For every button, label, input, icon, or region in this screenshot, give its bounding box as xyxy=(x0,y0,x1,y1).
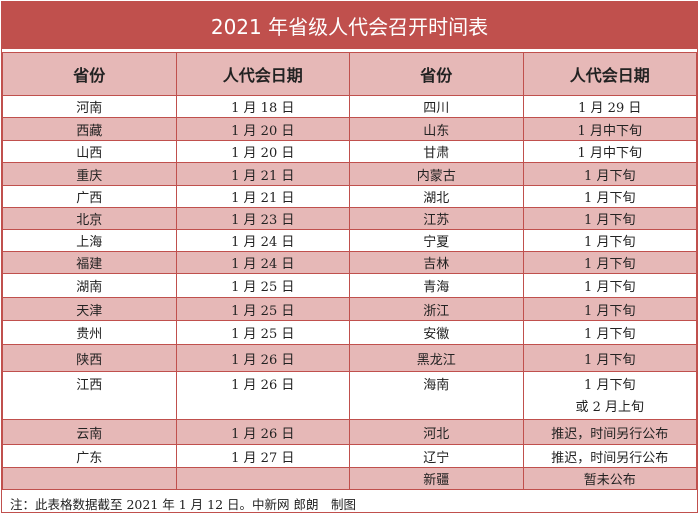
cell-date: 1 月下旬 xyxy=(522,251,697,274)
cell-province: 黑龙江 xyxy=(349,344,524,372)
table-row: 重庆 1 月 21 日内蒙古 1 月下旬 xyxy=(2,162,697,186)
cell-province: 广西 xyxy=(2,185,177,208)
table-row: 新疆 暂未公布 xyxy=(2,467,697,490)
cell-date: 1 月 21 日 xyxy=(175,162,350,186)
cell-date: 1 月下旬 xyxy=(522,320,697,345)
cell-province: 上海 xyxy=(2,229,177,252)
header-row: 省份 人代会日期 省份 人代会日期 xyxy=(2,52,697,96)
table-row: 天津 1 月 25 日浙江 1 月下旬 xyxy=(2,297,697,321)
table-row: 云南 1 月 26 日河北 推迟，时间另行公布 xyxy=(2,419,697,445)
table-row: 陕西 1 月 26 日黑龙江 1 月下旬 xyxy=(2,344,697,372)
cell-date: 1 月 24 日 xyxy=(175,251,350,274)
cell-province: 吉林 xyxy=(349,251,524,274)
cell-province: 青海 xyxy=(349,273,524,298)
cell-province: 海南 xyxy=(349,371,524,420)
cell-date: 1 月下旬 xyxy=(522,185,697,208)
cell-date: 1 月 25 日 xyxy=(175,320,350,345)
table-row: 上海 1 月 24 日宁夏 1 月下旬 xyxy=(2,229,697,252)
cell-province: 山西 xyxy=(2,140,177,163)
cell-date: 暂未公布 xyxy=(522,467,697,490)
cell-date: 1 月 18 日 xyxy=(175,95,350,118)
table-row: 广东 1 月 27 日辽宁 推迟，时间另行公布 xyxy=(2,444,697,468)
cell-province: 四川 xyxy=(349,95,524,118)
cell-province: 湖北 xyxy=(349,185,524,208)
cell-province: 山东 xyxy=(349,117,524,141)
table-row: 广西 1 月 21 日湖北 1 月下旬 xyxy=(2,185,697,208)
footnote: 注：此表格数据截至 2021 年 1 月 12 日。中新网 郎朗 制图 xyxy=(10,496,356,512)
cell-province: 重庆 xyxy=(2,162,177,186)
cell-date: 1 月下旬 xyxy=(522,273,697,298)
table-row: 福建 1 月 24 日吉林 1 月下旬 xyxy=(2,251,697,274)
table-row: 江西 1 月 26 日海南 1 月下旬 或 2 月上旬 xyxy=(2,371,697,420)
cell-province: 贵州 xyxy=(2,320,177,345)
cell-date: 推迟，时间另行公布 xyxy=(522,444,697,468)
cell-date: 1 月 20 日 xyxy=(175,140,350,163)
cell-date: 1 月 24 日 xyxy=(175,229,350,252)
cell-date: 1 月 26 日 xyxy=(175,419,350,445)
cell-date: 1 月下旬 xyxy=(522,162,697,186)
table-row: 山西 1 月 20 日甘肃 1 月中下旬 xyxy=(2,140,697,163)
cell-province: 天津 xyxy=(2,297,177,321)
cell-date: 1 月 25 日 xyxy=(175,297,350,321)
header-date: 人代会日期 xyxy=(522,52,697,96)
header-province: 省份 xyxy=(2,52,177,96)
cell-province: 湖南 xyxy=(2,273,177,298)
cell-date: 1 月 27 日 xyxy=(175,444,350,468)
cell-province: 安徽 xyxy=(349,320,524,345)
cell-date: 1 月 26 日 xyxy=(175,371,350,420)
schedule-table: 省份 人代会日期 省份 人代会日期 河南 1 月 18 日四川 1 月 29 日西藏… xyxy=(2,52,697,490)
cell-province xyxy=(2,467,177,490)
cell-date: 1 月下旬 或 2 月上旬 xyxy=(522,371,697,420)
cell-date: 1 月下旬 xyxy=(522,229,697,252)
cell-date: 1 月 29 日 xyxy=(522,95,697,118)
cell-date: 1 月下旬 xyxy=(522,207,697,230)
header-date: 人代会日期 xyxy=(175,52,350,96)
table-row: 贵州 1 月 25 日安徽 1 月下旬 xyxy=(2,320,697,345)
cell-province: 江西 xyxy=(2,371,177,420)
table-row: 西藏 1 月 20 日山东 1 月中下旬 xyxy=(2,117,697,141)
cell-province: 江苏 xyxy=(349,207,524,230)
cell-date: 1 月中下旬 xyxy=(522,117,697,141)
cell-province: 浙江 xyxy=(349,297,524,321)
cell-date xyxy=(175,467,350,490)
cell-province: 辽宁 xyxy=(349,444,524,468)
cell-province: 河北 xyxy=(349,419,524,445)
cell-province: 陕西 xyxy=(2,344,177,372)
cell-province: 河南 xyxy=(2,95,177,118)
cell-province: 西藏 xyxy=(2,117,177,141)
cell-date: 1 月下旬 xyxy=(522,344,697,372)
cell-province: 北京 xyxy=(2,207,177,230)
cell-date: 1 月 23 日 xyxy=(175,207,350,230)
cell-date: 1 月下旬 xyxy=(522,297,697,321)
table-title: 2021 年省级人代会召开时间表 xyxy=(2,2,697,52)
table-row: 湖南 1 月 25 日青海 1 月下旬 xyxy=(2,273,697,298)
cell-date: 1 月 26 日 xyxy=(175,344,350,372)
cell-date: 1 月 21 日 xyxy=(175,185,350,208)
cell-date: 1 月中下旬 xyxy=(522,140,697,163)
cell-date: 推迟，时间另行公布 xyxy=(522,419,697,445)
table-row: 北京 1 月 23 日江苏 1 月下旬 xyxy=(2,207,697,230)
cell-province: 内蒙古 xyxy=(349,162,524,186)
table-row: 河南 1 月 18 日四川 1 月 29 日 xyxy=(2,95,697,118)
cell-date: 1 月 20 日 xyxy=(175,117,350,141)
cell-date: 1 月 25 日 xyxy=(175,273,350,298)
header-province: 省份 xyxy=(349,52,524,96)
cell-province: 福建 xyxy=(2,251,177,274)
cell-province: 云南 xyxy=(2,419,177,445)
cell-province: 宁夏 xyxy=(349,229,524,252)
cell-province: 甘肃 xyxy=(349,140,524,163)
cell-province: 新疆 xyxy=(349,467,524,490)
cell-province: 广东 xyxy=(2,444,177,468)
